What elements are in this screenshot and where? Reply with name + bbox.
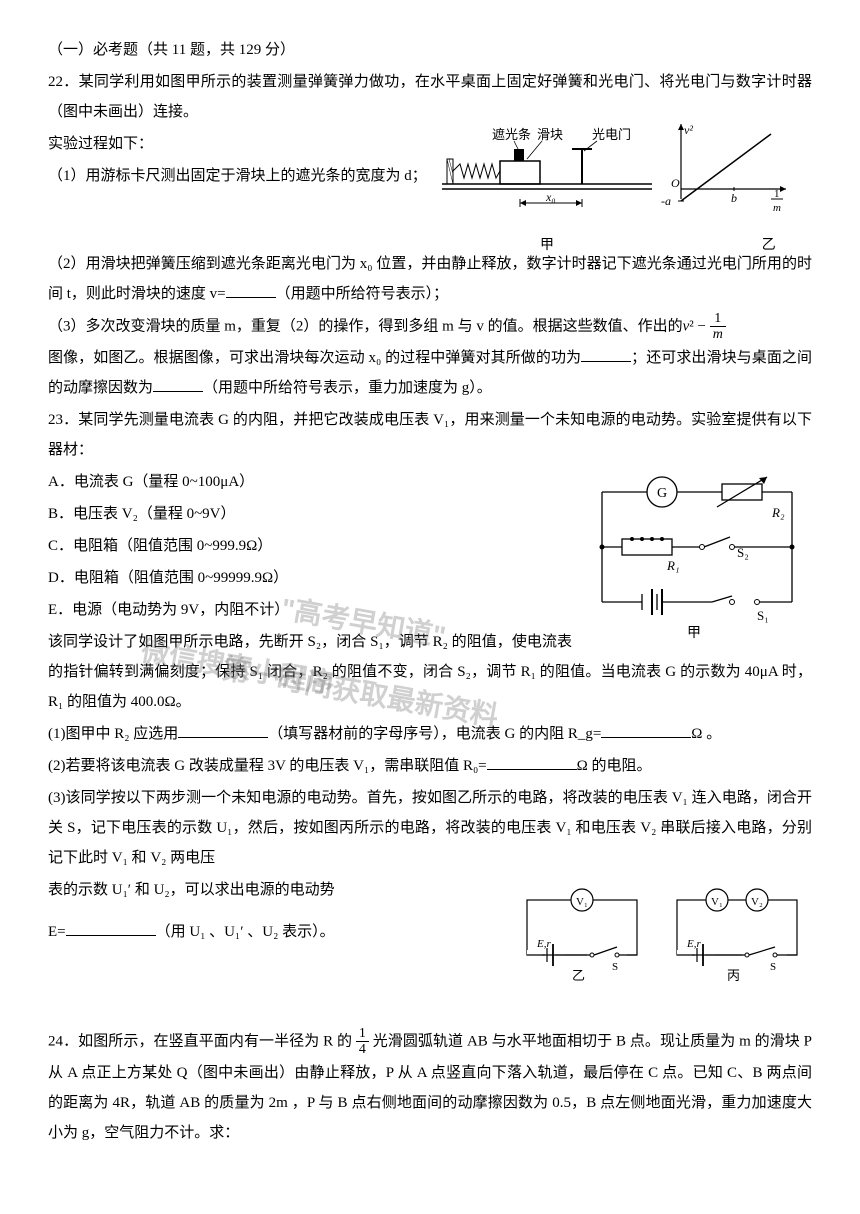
q22-part3: （3）多次改变滑块的质量 m，重复（2）的操作，得到多组 m 与 v 的值。根据…: [48, 311, 812, 343]
svg-text:S: S: [770, 961, 776, 973]
svg-text:V₁: V₁: [576, 896, 588, 908]
q23-fig2-3: V₁ E,r S 乙 V₁ V₂: [512, 875, 812, 996]
q23-p3d: （用 U₁ 、U₁′ 、U₂ 表示）。: [156, 924, 335, 940]
q22-part2: （2）用滑块把弹簧压缩到遮光条距离光电门为 x₀ 位置，并由静止释放，数字计时器…: [48, 249, 812, 309]
q22-intro-text: 某同学利用如图甲所示的装置测量弹簧弹力做功，在水平桌面上固定好弹簧和光电门、将光…: [48, 74, 812, 120]
svg-text:m: m: [773, 202, 781, 214]
q22-intro: 22．某同学利用如图甲所示的装置测量弹簧弹力做功，在水平桌面上固定好弹簧和光电门…: [48, 67, 812, 127]
q22-fig-graph: O -a b v² 1 m 乙: [656, 119, 796, 260]
svg-text:S₁: S₁: [757, 608, 769, 623]
frac-num: 1: [356, 1026, 369, 1042]
svg-text:V₂: V₂: [751, 896, 763, 908]
q24-number: 24．: [48, 1033, 78, 1049]
q22-figure-container: x₀ 遮光条 滑块 光电门 甲 O -a b v²: [442, 119, 812, 249]
blank-field: [66, 918, 156, 936]
q23-p3c: E=: [48, 924, 66, 940]
q23-p3: (3)该同学按以下两步测一个未知电源的电动势。首先，按如图乙所示的电路，将改装的…: [48, 783, 812, 873]
svg-text:E,r: E,r: [686, 938, 701, 950]
q24-text2: 光滑圆弧轨道 AB 与水平地面相切于 B 点。现让质量为 m 的滑块 P 从 A…: [48, 1033, 812, 1140]
q22-part3b: 图像，如图乙。根据图像，可求出滑块每次运动 x₀ 的过程中弹簧对其所做的功为: [48, 350, 581, 366]
svg-text:G: G: [657, 486, 667, 501]
q22-part3b-line: 图像，如图乙。根据图像，可求出滑块每次运动 x₀ 的过程中弹簧对其所做的功为；还…: [48, 343, 812, 403]
q23-intro: 23．某同学先测量电流表 G 的内阻，并把它改装成电压表 V₁，用来测量一个未知…: [48, 405, 812, 465]
svg-text:光电门: 光电门: [592, 127, 631, 142]
svg-text:滑块: 滑块: [537, 127, 563, 142]
q23-number: 23．: [48, 412, 78, 428]
svg-text:E,r: E,r: [536, 938, 551, 950]
q22-fig-apparatus: x₀ 遮光条 滑块 光电门 甲: [442, 119, 652, 260]
q23-p1a: (1)图甲中 R₂ 应选用: [48, 726, 178, 742]
q23-intro-text: 某同学先测量电流表 G 的内阻，并把它改装成电压表 V₁，用来测量一个未知电源的…: [48, 412, 812, 458]
q22-part3d: （用题中所给符号表示，重力加速度为 g）。: [203, 380, 492, 396]
svg-text:b: b: [731, 191, 737, 205]
q22-part2b: （用题中所给符号表示）；: [276, 286, 449, 302]
svg-text:S: S: [612, 961, 618, 973]
q23-fig1: G R₂ R₁ S₂ S₁ 甲: [582, 472, 812, 653]
svg-text:O: O: [671, 176, 680, 190]
svg-text:x₀: x₀: [545, 190, 556, 204]
svg-text:V₁: V₁: [711, 896, 723, 908]
svg-text:丙: 丙: [727, 968, 740, 983]
q23-p2b: Ω 的电阻。: [577, 758, 652, 774]
q23-p2a: (2)若要将该电流表 G 改装成量程 3V 的电压表 V₁，需串联阻值 R₀=: [48, 758, 487, 774]
blank-field: [178, 720, 268, 738]
svg-text:R₂: R₂: [771, 505, 785, 520]
q22-number: 22．: [48, 74, 79, 90]
frac-1-4: 14: [356, 1026, 369, 1058]
q23-p1: (1)图甲中 R₂ 应选用 （填写器材前的字母序号），电流表 G 的内阻 R_g=…: [48, 719, 812, 749]
svg-text:-a: -a: [661, 194, 671, 208]
blank-field: [601, 720, 691, 738]
svg-text:遮光条: 遮光条: [492, 127, 531, 142]
blank-field: [153, 374, 203, 392]
q23-p1c: Ω 。: [691, 726, 721, 742]
blank-field: [581, 344, 631, 362]
frac-den: 4: [356, 1042, 369, 1057]
svg-text:甲: 甲: [687, 626, 701, 641]
section-header: （一）必考题（共 11 题，共 129 分）: [48, 35, 812, 65]
blank-field: [226, 280, 276, 298]
svg-text:R₁: R₁: [666, 558, 679, 573]
blank-field: [487, 752, 577, 770]
q22-part3a: （3）多次改变滑块的质量 m，重复（2）的操作，得到多组 m 与 v 的值。根据…: [48, 318, 683, 334]
q23-p2: (2)若要将该电流表 G 改装成量程 3V 的电压表 V₁，需串联阻值 R₀= Ω…: [48, 751, 812, 781]
q24: 24．如图所示，在竖直平面内有一半径为 R 的 14 光滑圆弧轨道 AB 与水平…: [48, 1026, 812, 1148]
q23-p1b: （填写器材前的字母序号），电流表 G 的内阻 R_g=: [268, 726, 601, 742]
svg-text:1: 1: [774, 188, 780, 200]
q24-text1: 如图所示，在竖直平面内有一半径为 R 的: [78, 1033, 352, 1049]
svg-text:乙: 乙: [572, 968, 585, 983]
